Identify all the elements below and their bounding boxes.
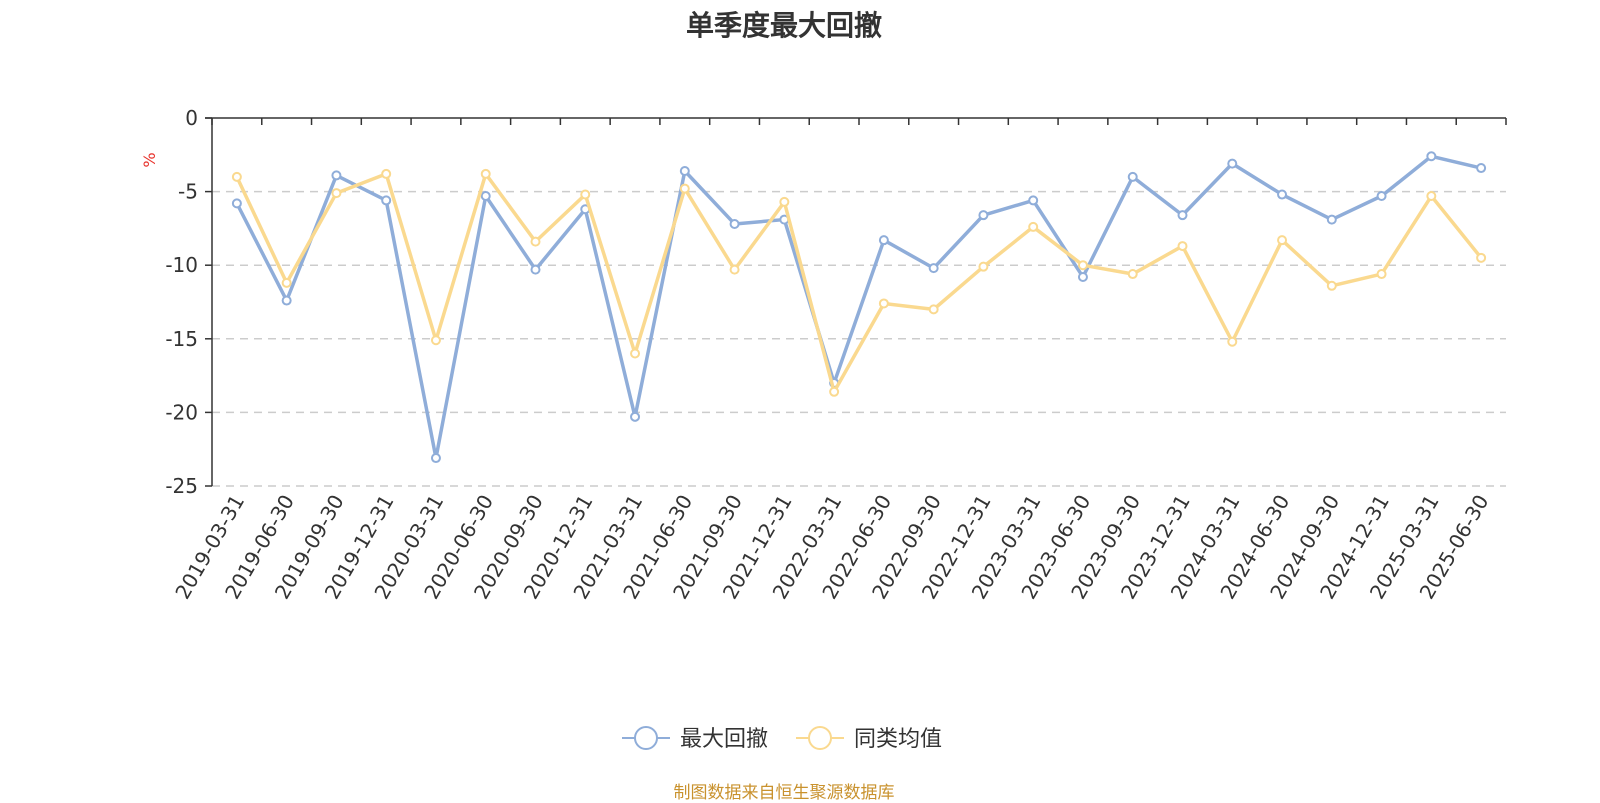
data-point (1476, 252, 1487, 263)
source-note: 制图数据来自恒生聚源数据库 (673, 783, 895, 803)
data-point (1426, 151, 1437, 162)
data-point (530, 236, 541, 247)
data-point (281, 277, 292, 288)
data-point (231, 171, 242, 182)
series-line (235, 154, 1482, 460)
y-tick-label: 0 (185, 106, 198, 130)
data-point (381, 168, 392, 179)
data-point (779, 196, 790, 207)
data-point (878, 235, 889, 246)
y-tick-label: -20 (165, 400, 198, 424)
chart-title: 单季度最大回撤 (685, 9, 882, 42)
data-point (1028, 221, 1039, 232)
legend-marker (808, 726, 832, 750)
data-point (630, 411, 641, 422)
data-point (1476, 163, 1487, 174)
data-point (978, 261, 989, 272)
data-point (480, 168, 491, 179)
data-point (679, 183, 690, 194)
legend-label: 最大回撤 (680, 727, 768, 752)
data-point (1376, 191, 1387, 202)
data-point (231, 198, 242, 209)
series-2 (231, 168, 1487, 397)
data-point (978, 210, 989, 221)
data-point (331, 170, 342, 181)
data-point (878, 298, 889, 309)
y-tick-label: -25 (165, 474, 198, 498)
data-point (1277, 189, 1288, 200)
legend[interactable]: 最大回撤 同类均值 (622, 726, 942, 752)
series-1 (231, 151, 1487, 464)
data-point (381, 195, 392, 206)
data-point (1326, 280, 1337, 291)
data-point (1177, 210, 1188, 221)
data-point (729, 264, 740, 275)
x-tick-labels: 2019-03-312019-06-302019-09-302019-12-31… (170, 490, 1493, 603)
data-point (630, 348, 641, 359)
series-line (235, 172, 1483, 394)
data-point (281, 295, 292, 306)
data-point (580, 189, 591, 200)
data-point (430, 335, 441, 346)
data-point (530, 264, 541, 275)
data-point (1127, 269, 1138, 280)
data-point (679, 165, 690, 176)
data-point (1028, 195, 1039, 206)
data-point (1177, 241, 1188, 252)
data-point (1277, 235, 1288, 246)
series-lines (231, 151, 1487, 464)
legend-item-1[interactable]: 最大回撤 (622, 726, 768, 752)
data-point (1376, 269, 1387, 280)
data-point (1077, 260, 1088, 271)
legend-item-2[interactable]: 同类均值 (796, 726, 942, 752)
data-point (331, 188, 342, 199)
legend-marker (634, 726, 658, 750)
data-point (430, 453, 441, 464)
data-point (928, 263, 939, 274)
data-point (1077, 271, 1088, 282)
y-axis-unit-label: % (140, 152, 159, 167)
y-tick-label: -15 (165, 327, 198, 351)
data-point (928, 304, 939, 315)
data-point (1127, 171, 1138, 182)
legend-label: 同类均值 (854, 727, 942, 752)
data-point (480, 191, 491, 202)
y-tick-labels: 0 -5 -10 -15 -20 -25 (165, 106, 198, 498)
data-point (729, 218, 740, 229)
data-point (1227, 336, 1238, 347)
y-tick-label: -10 (165, 253, 198, 277)
data-point (1326, 214, 1337, 225)
data-point (1227, 158, 1238, 169)
axes (205, 117, 1507, 487)
y-tick-label: -5 (178, 180, 198, 204)
data-point (829, 386, 840, 397)
data-point (1426, 191, 1437, 202)
